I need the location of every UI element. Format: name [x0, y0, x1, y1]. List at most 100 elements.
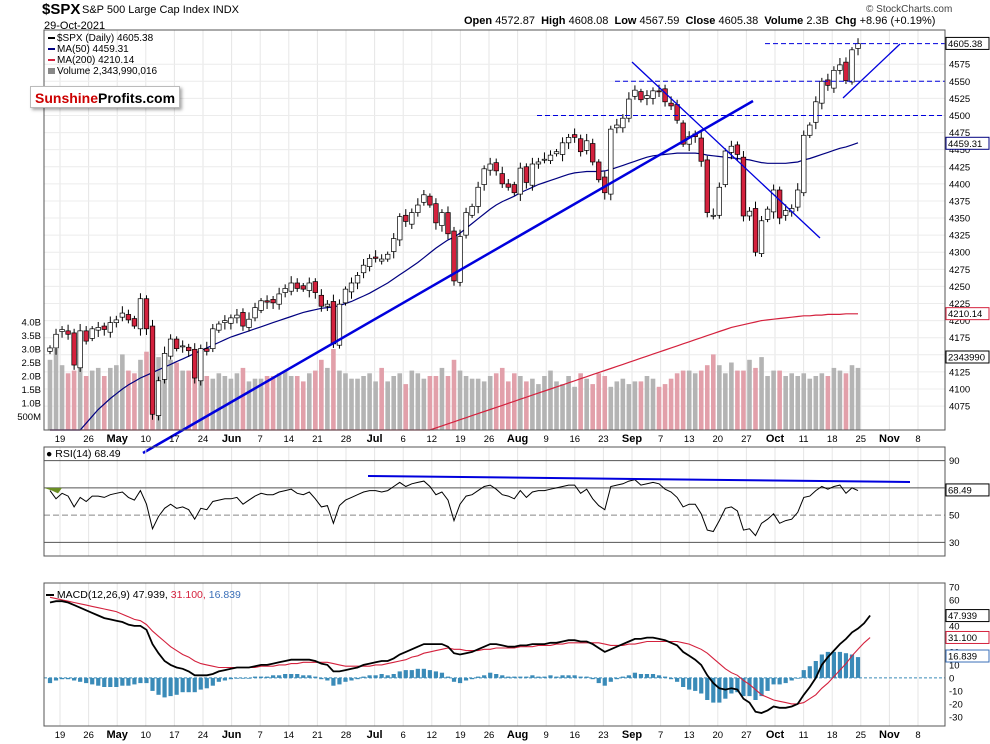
- volume-tick-label: 1.0B: [21, 399, 41, 410]
- macd-histogram-bar: [705, 677, 710, 700]
- volume-bar: [252, 378, 258, 430]
- macd-histogram-bar: [855, 657, 861, 678]
- candle-body: [547, 154, 554, 161]
- price-tick-label: 4125: [949, 367, 970, 378]
- volume-tick-label: 2.5B: [21, 358, 41, 369]
- volume-bar: [620, 378, 626, 430]
- macd-x-label: 20: [713, 730, 724, 741]
- macd-x-label: 10: [141, 730, 152, 741]
- price-x-label: 11: [799, 434, 809, 445]
- volume-bar: [379, 367, 384, 430]
- macd-histogram-bar: [614, 677, 619, 680]
- volume-bar: [801, 373, 807, 430]
- candle-body: [481, 168, 487, 185]
- macd-histogram-bar: [813, 661, 818, 678]
- macd-x-label: 23: [598, 730, 609, 741]
- candle-body: [119, 312, 126, 318]
- candle-body: [783, 210, 789, 216]
- volume-bar: [753, 367, 758, 430]
- candle-body: [511, 184, 517, 194]
- macd-histogram-bar: [542, 676, 547, 678]
- downtrend-line: [631, 61, 821, 239]
- candle-body: [698, 137, 704, 162]
- candle-body: [656, 90, 662, 93]
- signal-value-tag: 31.100: [948, 633, 977, 644]
- candle-body: [192, 348, 198, 379]
- macd-histogram-bar: [144, 677, 149, 684]
- volume-bar: [704, 365, 710, 430]
- price-x-label: 8: [915, 434, 920, 445]
- macd-histogram-bar: [536, 676, 541, 678]
- candle-body: [403, 214, 409, 222]
- volume-bar: [120, 354, 125, 430]
- volume-bar: [258, 378, 264, 430]
- candle-body: [415, 204, 421, 213]
- volume-bar: [644, 376, 650, 430]
- candle-body: [409, 212, 415, 225]
- candle-body: [644, 95, 650, 99]
- macd-histogram-bar: [132, 677, 137, 685]
- volume-bar: [723, 373, 728, 430]
- macd-histogram-bar: [687, 677, 692, 690]
- volume-bar: [210, 378, 216, 430]
- candle-body: [559, 142, 566, 155]
- exchange-label: INDX: [212, 4, 239, 16]
- volume-bar: [313, 370, 318, 430]
- volume-bar: [849, 365, 855, 430]
- candle-body: [372, 256, 379, 259]
- volume-bar: [216, 373, 222, 430]
- macd-histogram-bar: [216, 677, 221, 682]
- volume-bar: [59, 365, 65, 430]
- macd-tick-label: 10: [949, 660, 960, 671]
- volume-tick-label: 3.0B: [21, 345, 41, 356]
- candle-body: [53, 333, 59, 349]
- price-tick-label: 4375: [949, 196, 970, 207]
- candle-body: [155, 380, 162, 416]
- macd-histogram-bar: [675, 677, 680, 682]
- volume-bar: [409, 370, 415, 430]
- price-x-label: 26: [484, 434, 495, 445]
- volume-bar: [337, 370, 342, 430]
- macd-histogram-bar: [837, 651, 843, 678]
- price-tick-label: 4450: [949, 145, 970, 156]
- volume-bar: [717, 365, 722, 430]
- volume-label: Volume: [764, 15, 804, 27]
- volume-bar: [692, 373, 698, 430]
- volume-bar: [385, 381, 390, 430]
- volume-bar: [126, 370, 131, 430]
- candle-body: [288, 282, 294, 292]
- volume-bar: [759, 357, 764, 430]
- candle-body: [95, 327, 101, 331]
- macd-value-tag: 47.939: [948, 611, 977, 622]
- macd-histogram-bar: [632, 672, 638, 678]
- volume-bar: [373, 381, 378, 430]
- candle-body: [493, 162, 499, 172]
- volume-bar: [668, 378, 674, 430]
- macd-histogram-bar: [548, 675, 553, 678]
- macd-histogram-bar: [807, 666, 812, 678]
- rsi-tick-label: 30: [949, 538, 960, 549]
- macd-x-label: 7: [258, 730, 263, 741]
- price-tick-label: 4100: [949, 384, 970, 395]
- candle-body: [282, 288, 288, 293]
- macd-x-label: May: [106, 729, 128, 741]
- candle-body: [632, 89, 638, 97]
- candle-body: [131, 318, 138, 327]
- candle-body: [246, 318, 252, 328]
- macd-label-v1: 47.939,: [132, 589, 168, 601]
- candle-body: [837, 64, 843, 71]
- volume-bar: [204, 376, 210, 430]
- volume-bar: [457, 370, 463, 430]
- volume-bar: [288, 376, 294, 430]
- volume-bar: [825, 376, 831, 430]
- macd-histogram-bar: [138, 677, 143, 684]
- macd-histogram-bar: [566, 675, 571, 678]
- macd-histogram-bar: [84, 677, 89, 684]
- candle-body: [517, 167, 523, 195]
- candle-body: [234, 314, 240, 319]
- volume-bar: [560, 384, 565, 430]
- volume-bar: [83, 376, 89, 430]
- volume-bar: [777, 370, 782, 430]
- macd-histogram-bar: [379, 674, 384, 678]
